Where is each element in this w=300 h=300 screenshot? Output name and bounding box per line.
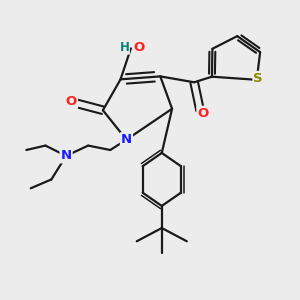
Text: O: O (134, 41, 145, 54)
Text: O: O (66, 95, 77, 108)
Text: N: N (61, 149, 72, 162)
Text: N: N (121, 133, 132, 146)
Text: O: O (197, 107, 208, 120)
Text: S: S (254, 72, 263, 85)
Text: H: H (119, 41, 129, 54)
